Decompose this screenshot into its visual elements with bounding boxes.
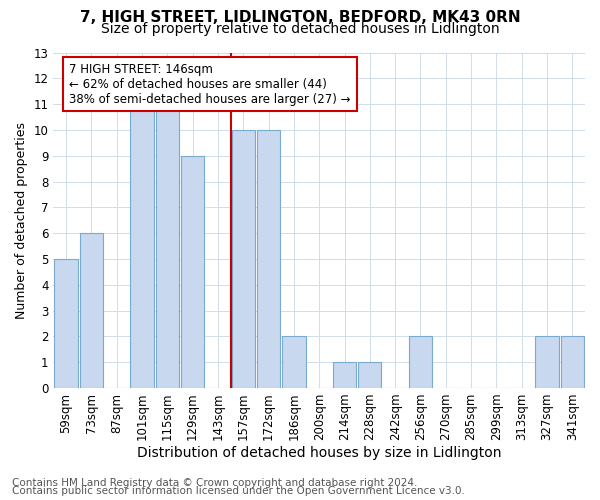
Bar: [358, 362, 382, 388]
Y-axis label: Number of detached properties: Number of detached properties: [15, 122, 28, 318]
X-axis label: Distribution of detached houses by size in Lidlington: Distribution of detached houses by size …: [137, 446, 502, 460]
Bar: [409, 336, 432, 388]
Bar: [282, 336, 305, 388]
Bar: [560, 336, 584, 388]
Bar: [333, 362, 356, 388]
Bar: [155, 104, 179, 388]
Bar: [130, 104, 154, 388]
Bar: [80, 233, 103, 388]
Text: Size of property relative to detached houses in Lidlington: Size of property relative to detached ho…: [101, 22, 499, 36]
Text: 7 HIGH STREET: 146sqm
← 62% of detached houses are smaller (44)
38% of semi-deta: 7 HIGH STREET: 146sqm ← 62% of detached …: [70, 62, 351, 106]
Bar: [232, 130, 255, 388]
Text: Contains HM Land Registry data © Crown copyright and database right 2024.: Contains HM Land Registry data © Crown c…: [12, 478, 418, 488]
Bar: [55, 259, 78, 388]
Bar: [257, 130, 280, 388]
Text: Contains public sector information licensed under the Open Government Licence v3: Contains public sector information licen…: [12, 486, 465, 496]
Bar: [181, 156, 204, 388]
Text: 7, HIGH STREET, LIDLINGTON, BEDFORD, MK43 0RN: 7, HIGH STREET, LIDLINGTON, BEDFORD, MK4…: [80, 10, 520, 25]
Bar: [535, 336, 559, 388]
